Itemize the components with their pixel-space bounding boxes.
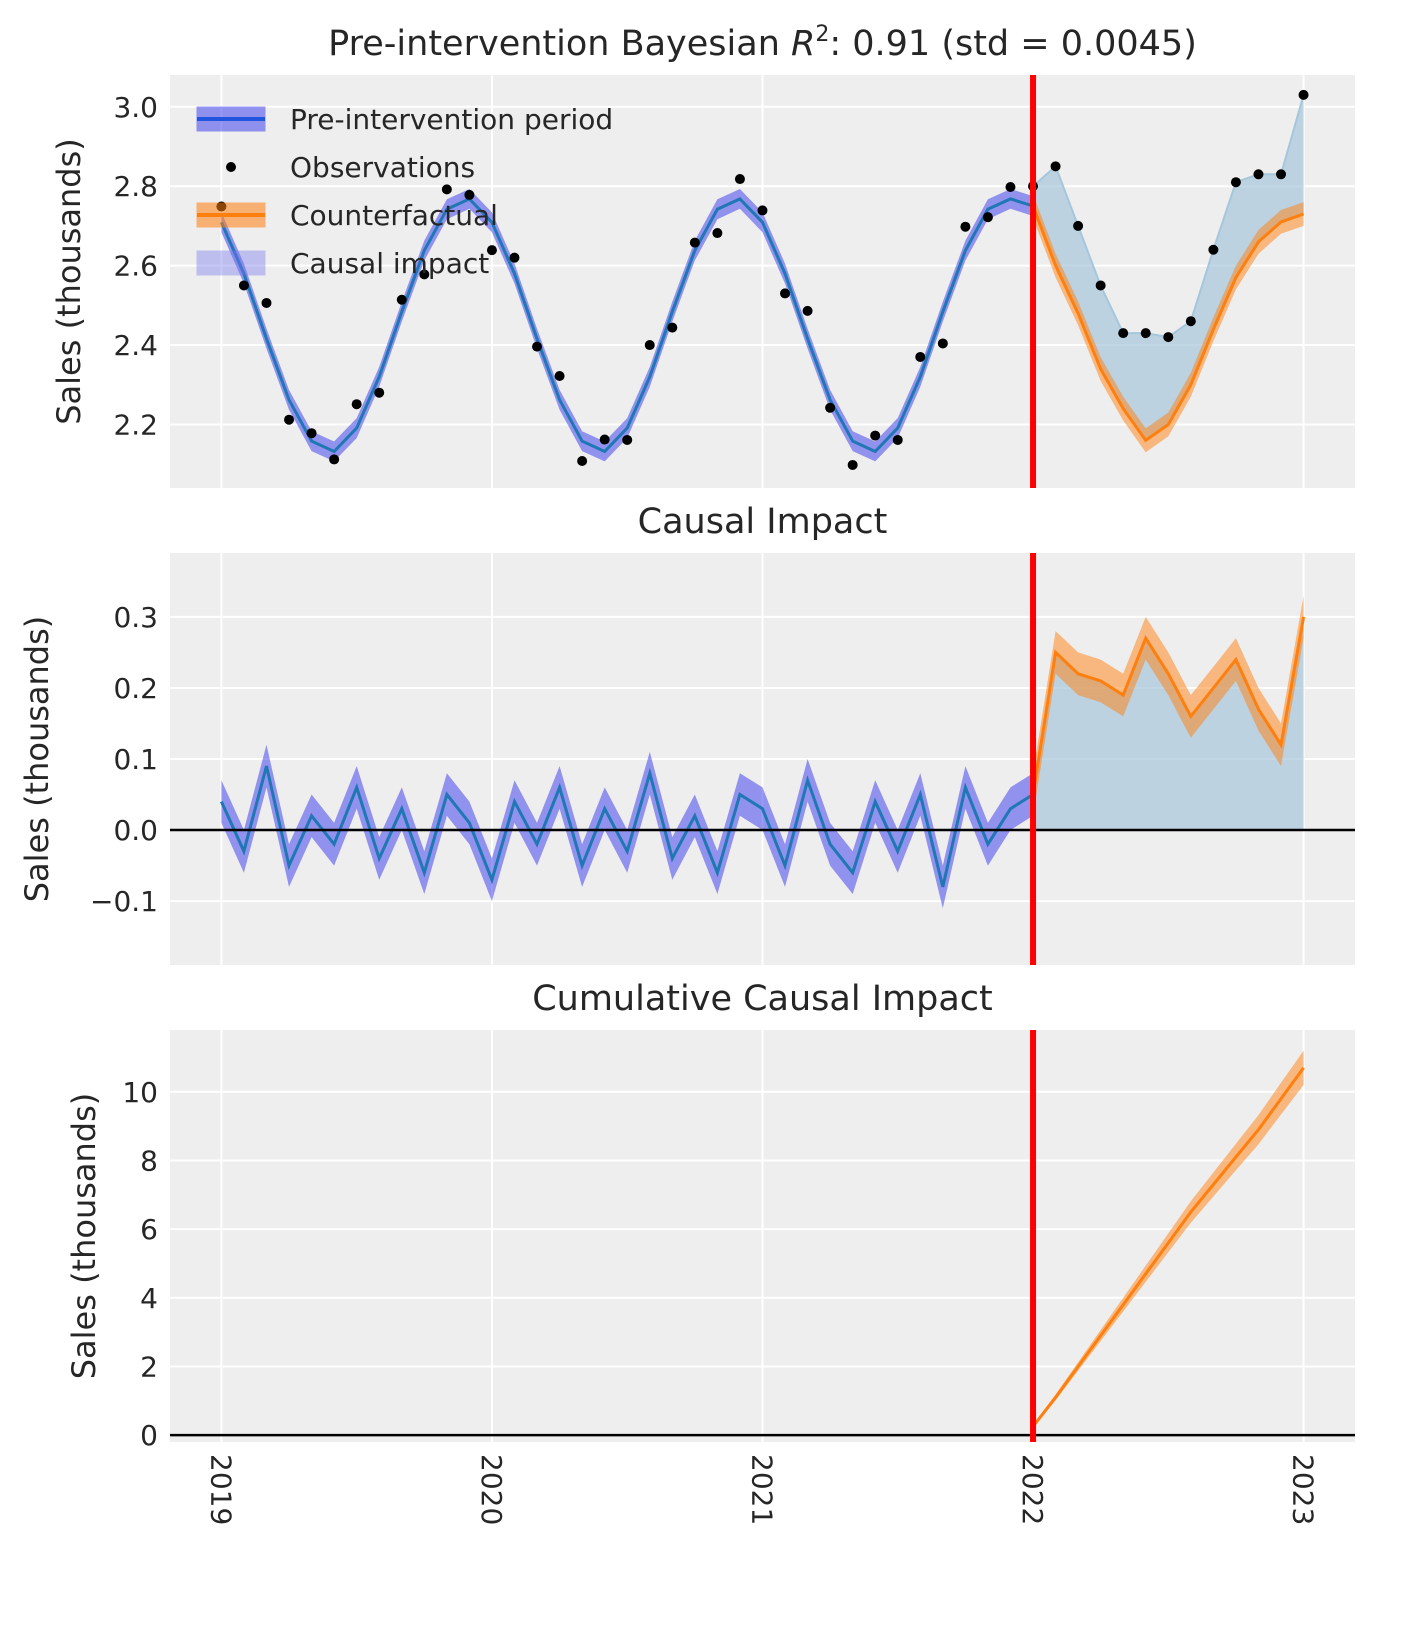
panel-title: Pre-intervention Bayesian R2: 0.91 (std … [328, 22, 1197, 64]
y-tick-label: 3.0 [113, 91, 158, 124]
observation-point [644, 340, 655, 351]
observation-point [532, 341, 543, 352]
title-sup: 2 [815, 22, 829, 47]
y-tick-label: 0.3 [113, 601, 158, 634]
legend-swatch-causal-impact [196, 250, 266, 276]
post-impact-band [1033, 595, 1304, 816]
y-tick-label: 10 [122, 1076, 158, 1109]
x-tick-label: 2020 [475, 1454, 508, 1525]
observation-point [374, 387, 385, 398]
observation-point [329, 454, 340, 465]
observation-point [982, 212, 993, 223]
observation-point [825, 402, 836, 413]
y-tick-label: 2.4 [113, 329, 158, 362]
observation-point [261, 297, 272, 308]
y-tick-label: 2.2 [113, 408, 158, 441]
y-tick-label: 0.0 [113, 814, 158, 847]
x-tick-label: 2023 [1287, 1454, 1320, 1525]
y-tick-label: 8 [140, 1144, 158, 1177]
post-impact-line [1031, 616, 1306, 795]
observation-point [554, 371, 565, 382]
observation-point [1073, 220, 1084, 231]
observation-point [937, 338, 948, 349]
observation-point [599, 434, 610, 445]
observation-point [780, 288, 791, 299]
observation-point [1005, 181, 1016, 192]
x-tick-label: 2019 [204, 1454, 237, 1525]
legend: Pre-intervention period Observations Count… [196, 103, 613, 280]
x-tick-label: 2022 [1016, 1454, 1049, 1525]
y-tick-label: 0 [140, 1419, 158, 1452]
observation-point [960, 221, 971, 232]
observation-point [1208, 244, 1219, 255]
x-tick-label: 2021 [746, 1454, 779, 1525]
observation-point [847, 459, 858, 470]
y-tick-label: 6 [140, 1213, 158, 1246]
observation-point [1118, 328, 1129, 339]
observation-point [464, 189, 475, 200]
observation-point [1298, 89, 1309, 100]
title-text: : 0.91 (std = 0.0045) [829, 24, 1197, 64]
observation-point [396, 294, 407, 305]
observation-point [802, 305, 813, 316]
observation-point [667, 322, 678, 333]
observation-point [306, 428, 317, 439]
pre-intervention-line [220, 197, 1034, 454]
legend-label: Pre-intervention period [290, 103, 613, 136]
observation-point [1253, 169, 1264, 180]
observation-point [284, 414, 295, 425]
y-axis-label: Sales (thousands) [65, 1093, 103, 1380]
observation-point [757, 205, 768, 216]
counterfactual-band [1033, 194, 1304, 453]
y-axis-label: Sales (thousands) [50, 138, 88, 425]
observation-point [577, 455, 588, 466]
y-tick-label: 2.6 [113, 250, 158, 283]
y-tick-label: 2.8 [113, 170, 158, 203]
counterfactual-line [1031, 205, 1305, 443]
observation-point [351, 399, 362, 410]
observation-point [1050, 161, 1061, 172]
y-tick-label: 4 [140, 1282, 158, 1315]
observation-point [1185, 316, 1196, 327]
pre-impact-line [220, 765, 1034, 888]
observation-point [734, 174, 745, 185]
observation-point [622, 434, 633, 445]
y-tick-label: −0.1 [90, 885, 158, 918]
observation-point [419, 269, 430, 280]
pre-intervention-band [221, 189, 1033, 462]
panel-1: 2.2 2.4 2.6 2.8 3.0 Pre-intervention Bayesian… [50, 22, 1355, 488]
causal-impact-area [1033, 94, 1304, 441]
panel-title: Causal Impact [638, 502, 888, 542]
observation-point [1140, 328, 1151, 339]
observation-point [689, 237, 700, 248]
panel-title: Cumulative Causal Impact [532, 979, 993, 1019]
observation-point [1163, 332, 1174, 343]
observation-point [509, 252, 520, 263]
observation-point [1276, 169, 1287, 180]
observation-point [486, 245, 497, 256]
observation-point [915, 351, 926, 362]
observation-point [712, 228, 723, 239]
observation-point [238, 280, 249, 291]
panel-3: 0 2 4 6 8 10 Cumulative Causal Impact Sales (th… [65, 979, 1355, 1525]
cumulative-line [1031, 1066, 1305, 1428]
y-tick-label: 0.1 [113, 743, 158, 776]
legend-marker-observations [226, 162, 236, 172]
observation-point [892, 434, 903, 445]
y-tick-label: 2 [140, 1350, 158, 1383]
y-tick-label: 0.2 [113, 672, 158, 705]
observation-point [870, 430, 881, 441]
observation-point [1095, 280, 1106, 291]
observation-point [441, 184, 452, 195]
title-r: R [791, 24, 815, 64]
y-axis-label: Sales (thousands) [18, 616, 56, 903]
panel-2: −0.1 0.0 0.1 0.2 0.3 Causal Impact Sales (thou… [18, 502, 1355, 965]
legend-label: Counterfactual [290, 199, 498, 232]
legend-label: Causal impact [290, 247, 489, 280]
observation-point [1230, 177, 1241, 188]
legend-label: Observations [290, 151, 475, 184]
title-text: Pre-intervention Bayesian [328, 24, 791, 64]
